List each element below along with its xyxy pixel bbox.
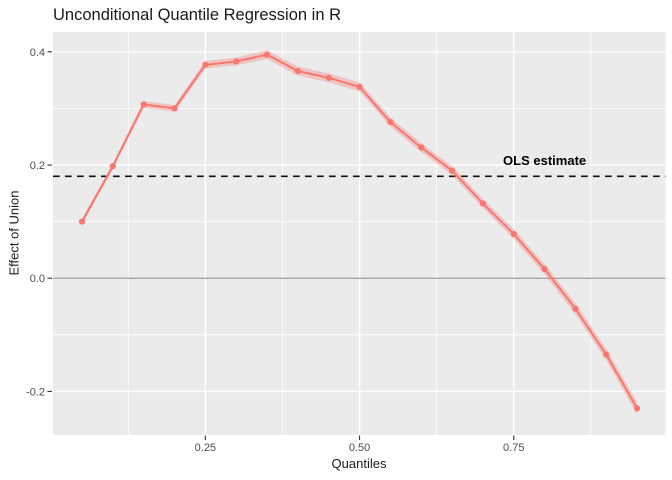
data-point <box>233 58 240 65</box>
ols-estimate-label: OLS estimate <box>503 153 586 168</box>
data-point <box>325 74 332 81</box>
data-point <box>140 101 147 108</box>
data-point <box>634 405 641 412</box>
data-point <box>109 163 116 170</box>
x-tick-label: 0.50 <box>349 442 370 454</box>
y-axis-title: Effect of Union <box>6 190 22 276</box>
x-tick-label: 0.25 <box>195 442 216 454</box>
data-point <box>387 118 394 126</box>
x-axis-title: Quantiles <box>331 456 387 471</box>
y-tick-label: -0.2 <box>26 386 45 398</box>
data-point <box>263 51 271 58</box>
chart-title: Unconditional Quantile Regression in R <box>53 6 341 24</box>
data-point <box>510 230 517 238</box>
y-tick-label: 0.4 <box>30 47 45 59</box>
data-point <box>479 200 487 207</box>
data-point <box>448 167 456 174</box>
x-tick-label: 0.75 <box>503 442 524 454</box>
y-tick-label: 0.0 <box>30 273 45 285</box>
data-point <box>603 351 610 358</box>
y-tick-label: 0.2 <box>30 160 45 172</box>
data-point <box>171 105 178 112</box>
data-point <box>572 305 579 312</box>
data-point <box>541 266 548 273</box>
data-point <box>418 144 425 151</box>
data-point <box>356 83 363 91</box>
data-point <box>202 61 209 68</box>
data-point <box>294 67 301 75</box>
data-point <box>78 218 86 225</box>
